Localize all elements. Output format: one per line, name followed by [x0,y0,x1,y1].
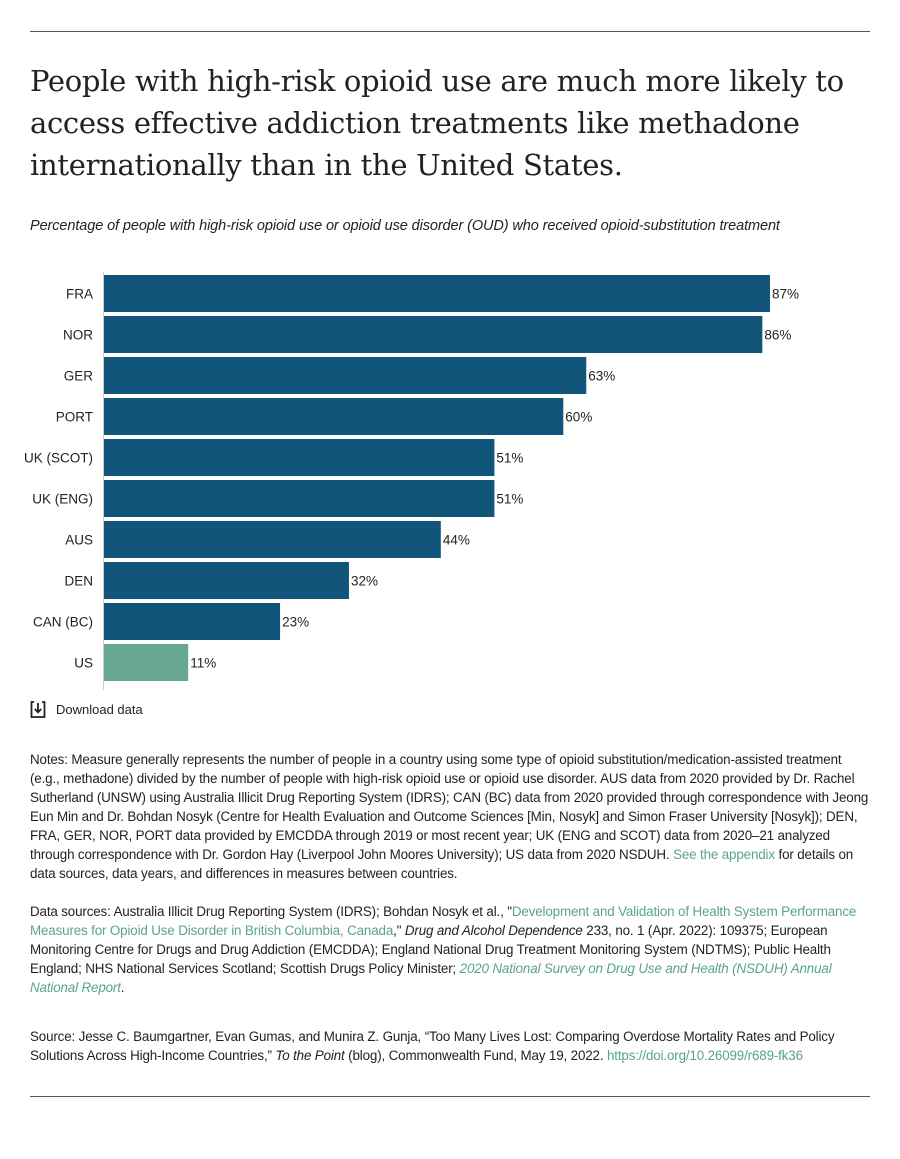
value-label: 44% [443,533,470,548]
bar-port [104,398,564,435]
text-segment: Source: Jesse C. Baumgartner, Evan Gumas… [30,1029,835,1063]
bottom-rule [30,1096,870,1097]
bar-uk-eng- [104,480,495,517]
source-citation: Source: Jesse C. Baumgartner, Evan Gumas… [30,1027,870,1065]
category-label: FRA [66,287,93,302]
text-segment: To the Point [275,1048,345,1063]
text-segment: Drug and Alcohol Dependence [404,923,583,938]
text-segment: . [120,980,125,995]
value-label: 86% [764,328,791,343]
value-label: 63% [588,369,615,384]
bar-chart: FRA 87% NOR 86% GER 63% PORT 60% UK (SCOT) 51% UK … [24,272,799,690]
category-label: AUS [65,533,93,548]
notes: Notes: Measure generally represents the … [30,750,870,883]
value-label: 60% [565,410,592,425]
download-data-label: Download data [56,702,143,717]
value-label: 32% [351,574,378,589]
text-segment: Data sources: Australia Illicit Drug Rep… [30,904,512,919]
value-label: 51% [496,492,523,507]
data-sources: Data sources: Australia Illicit Drug Rep… [30,902,870,997]
category-label: US [74,656,93,671]
link[interactable]: https://doi.org/10.26099/r689-fk36 [606,1048,803,1063]
bar-aus [104,521,441,558]
text-segment: Notes: Measure generally represents the … [30,752,869,862]
value-label: 51% [496,451,523,466]
text-segment: for details on data sources, data years,… [30,847,854,881]
top-rule [30,31,870,32]
category-label: UK (SCOT) [24,451,93,466]
text-segment: (blog), Commonwealth Fund, May 19, 2022. [344,1048,607,1063]
bar-nor [104,316,763,353]
link[interactable]: See the appendix [673,847,775,862]
text-segment: ," [393,923,405,938]
category-label: GER [64,369,94,384]
chart-subtitle: Percentage of people with high-risk opio… [30,218,780,234]
bar-us [104,644,189,681]
link[interactable]: Development and Validation of Health Sys… [30,904,857,938]
category-label: PORT [56,410,93,425]
link[interactable]: 2020 National Survey on Drug Use and Hea… [30,961,832,995]
bar-ger [104,357,587,394]
value-label: 87% [772,287,799,302]
category-label: UK (ENG) [32,492,93,507]
category-label: CAN (BC) [33,615,93,630]
chart-title: People with high-risk opioid use are muc… [30,64,844,182]
category-label: NOR [63,328,93,343]
category-label: DEN [64,574,93,589]
value-label: 11% [190,656,216,671]
bar-den [104,562,349,599]
download-icon [30,701,46,718]
value-label: 23% [282,615,309,630]
bar-fra [104,275,770,312]
text-segment: 233, no. 1 (Apr. 2022): 109375; European… [30,923,831,976]
download-data-button[interactable]: Download data [30,701,143,718]
bar-can-bc- [104,603,281,640]
bar-uk-scot- [104,439,495,476]
